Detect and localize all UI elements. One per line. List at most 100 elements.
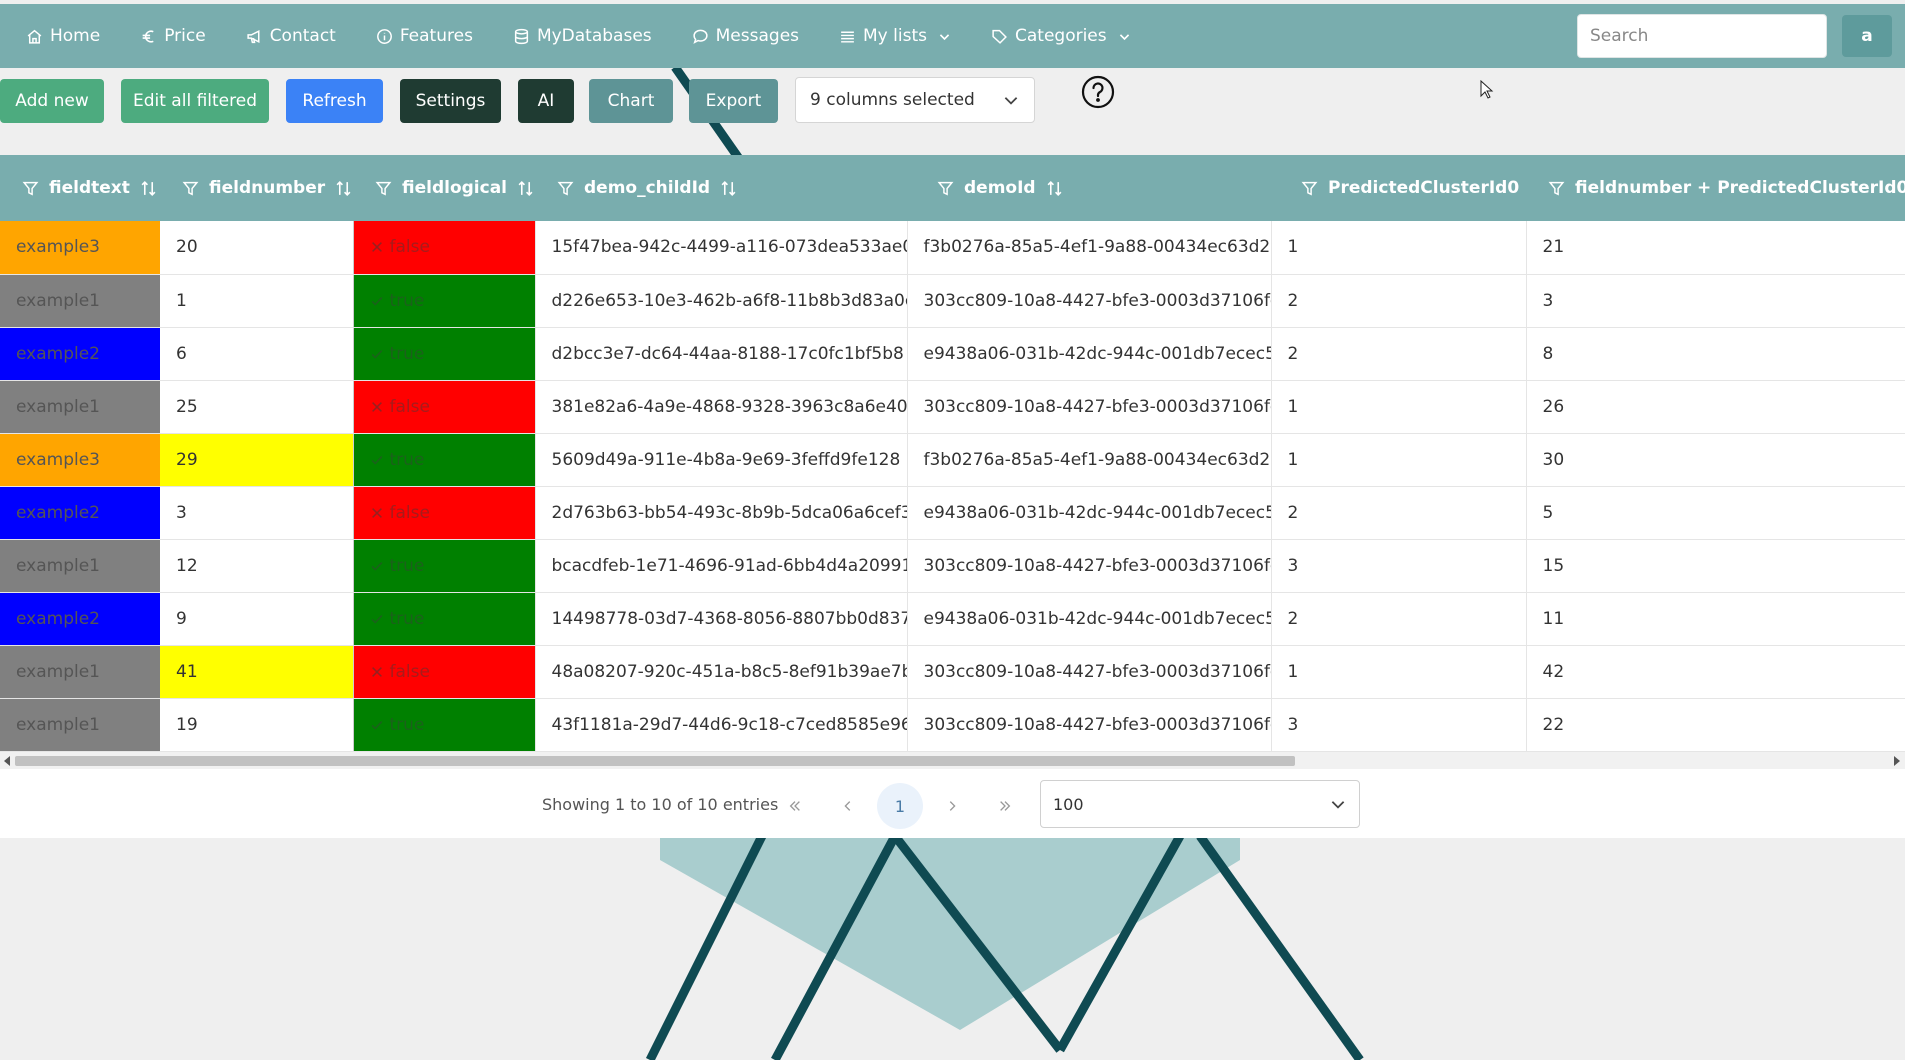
table-row[interactable]: example1 25 false 381e82a6-4a9e-4868-9328-3… <box>0 380 1905 434</box>
cell-fieldlogical[interactable]: true <box>352 539 535 593</box>
cell-demoid[interactable]: 303cc809-10a8-4427-bfe3-0003d37106fd <box>906 698 1271 752</box>
cell-calculated-sum[interactable]: 11 <box>1525 592 1905 646</box>
filter-icon[interactable] <box>375 180 392 197</box>
column-header-demo-childid[interactable]: demo_childId <box>535 155 907 221</box>
cell-fieldtext[interactable]: example3 <box>0 433 160 487</box>
table-row[interactable]: example1 19 true 43f1181a-29d7-44d6-9c18-c7… <box>0 698 1905 752</box>
cell-calculated-sum[interactable]: 5 <box>1525 486 1905 540</box>
cell-fieldlogical[interactable]: false <box>352 380 535 434</box>
nav-features[interactable]: Features <box>356 4 493 68</box>
cell-fieldtext[interactable]: example1 <box>0 645 160 699</box>
cell-demo-childid[interactable]: 2d763b63-bb54-493c-8b9b-5dca06a6cef3 <box>534 486 907 540</box>
cell-predictedclusterid0[interactable]: 3 <box>1270 539 1526 593</box>
table-row[interactable]: example2 6 true d2bcc3e7-dc64-44aa-8188-17c… <box>0 327 1905 381</box>
cell-demoid[interactable]: e9438a06-031b-42dc-944c-001db7ecec51 <box>906 327 1271 381</box>
column-header-predictedclusterid0[interactable]: PredictedClusterId0 <box>1271 155 1526 221</box>
filter-icon[interactable] <box>937 180 954 197</box>
column-header-demoid[interactable]: demoId <box>907 155 1271 221</box>
cell-predictedclusterid0[interactable]: 2 <box>1270 592 1526 646</box>
nav-home[interactable]: Home <box>0 4 120 68</box>
sort-icon[interactable] <box>517 180 534 197</box>
cell-predictedclusterid0[interactable]: 1 <box>1270 645 1526 699</box>
nav-categories[interactable]: Categories <box>971 4 1151 68</box>
cell-fieldtext[interactable]: example1 <box>0 539 160 593</box>
first-page-button[interactable] <box>772 783 818 829</box>
cell-demo-childid[interactable]: d2bcc3e7-dc64-44aa-8188-17c0fc1bf5b8 <box>534 327 907 381</box>
table-row[interactable]: example3 29 true 5609d49a-911e-4b8a-9e69-3f… <box>0 433 1905 487</box>
column-header-fieldnumber[interactable]: fieldnumber <box>160 155 353 221</box>
cell-fieldnumber[interactable]: 29 <box>160 433 353 487</box>
cell-calculated-sum[interactable]: 42 <box>1525 645 1905 699</box>
cell-calculated-sum[interactable]: 15 <box>1525 539 1905 593</box>
cell-calculated-sum[interactable]: 26 <box>1525 380 1905 434</box>
cell-fieldlogical[interactable]: true <box>352 592 535 646</box>
cell-fieldtext[interactable]: example2 <box>0 592 160 646</box>
cell-demo-childid[interactable]: 43f1181a-29d7-44d6-9c18-c7ced8585e96 <box>534 698 907 752</box>
user-avatar-button[interactable]: a <box>1842 15 1892 57</box>
cell-predictedclusterid0[interactable]: 1 <box>1270 433 1526 487</box>
table-row[interactable]: example2 9 true 14498778-03d7-4368-8056-880… <box>0 592 1905 646</box>
cell-demo-childid[interactable]: 14498778-03d7-4368-8056-8807bb0d837e <box>534 592 907 646</box>
cell-predictedclusterid0[interactable]: 1 <box>1270 221 1526 275</box>
column-header-fieldtext[interactable]: fieldtext <box>0 155 160 221</box>
cell-predictedclusterid0[interactable]: 1 <box>1270 380 1526 434</box>
nav-price[interactable]: Price <box>120 4 225 68</box>
cell-demoid[interactable]: 303cc809-10a8-4427-bfe3-0003d37106fd <box>906 380 1271 434</box>
help-icon[interactable] <box>1081 75 1115 109</box>
scroll-left-arrow-icon[interactable] <box>4 756 10 766</box>
cell-fieldlogical[interactable]: true <box>352 274 535 328</box>
next-page-button[interactable] <box>929 783 975 829</box>
cell-calculated-sum[interactable]: 8 <box>1525 327 1905 381</box>
nav-mylists[interactable]: My lists <box>819 4 971 68</box>
cell-predictedclusterid0[interactable]: 3 <box>1270 698 1526 752</box>
cell-fieldlogical[interactable]: true <box>352 698 535 752</box>
cell-fieldnumber[interactable]: 25 <box>160 380 353 434</box>
edit-all-filtered-button[interactable]: Edit all filtered <box>121 79 269 123</box>
cell-demo-childid[interactable]: 381e82a6-4a9e-4868-9328-3963c8a6e40d <box>534 380 907 434</box>
cell-fieldtext[interactable]: example3 <box>0 221 160 275</box>
add-new-button[interactable]: Add new <box>0 79 104 123</box>
scroll-right-arrow-icon[interactable] <box>1894 756 1900 766</box>
sort-icon[interactable] <box>720 180 737 197</box>
filter-icon[interactable] <box>557 180 574 197</box>
filter-icon[interactable] <box>1548 180 1565 197</box>
cell-fieldtext[interactable]: example1 <box>0 274 160 328</box>
cell-fieldlogical[interactable]: true <box>352 327 535 381</box>
column-header-calculated-sum[interactable]: fieldnumber + PredictedClusterId0 (calcu <box>1526 155 1905 221</box>
cell-fieldnumber[interactable]: 19 <box>160 698 353 752</box>
last-page-button[interactable] <box>982 783 1028 829</box>
ai-button[interactable]: AI <box>518 79 574 123</box>
filter-icon[interactable] <box>182 180 199 197</box>
settings-button[interactable]: Settings <box>400 79 501 123</box>
cell-demoid[interactable]: e9438a06-031b-42dc-944c-001db7ecec51 <box>906 592 1271 646</box>
cell-demoid[interactable]: 303cc809-10a8-4427-bfe3-0003d37106fd <box>906 645 1271 699</box>
cell-fieldnumber[interactable]: 3 <box>160 486 353 540</box>
column-header-fieldlogical[interactable]: fieldlogical <box>353 155 535 221</box>
page-size-select[interactable]: 100 <box>1040 780 1360 828</box>
sort-icon[interactable] <box>140 180 157 197</box>
cell-fieldtext[interactable]: example1 <box>0 698 160 752</box>
cell-calculated-sum[interactable]: 21 <box>1525 221 1905 275</box>
page-button-current[interactable]: 1 <box>877 783 923 829</box>
cell-demo-childid[interactable]: bcacdfeb-1e71-4696-91ad-6bb4d4a20991 <box>534 539 907 593</box>
cell-predictedclusterid0[interactable]: 2 <box>1270 486 1526 540</box>
chart-button[interactable]: Chart <box>589 79 673 123</box>
cell-calculated-sum[interactable]: 30 <box>1525 433 1905 487</box>
filter-icon[interactable] <box>22 180 39 197</box>
previous-page-button[interactable] <box>825 783 871 829</box>
cell-demo-childid[interactable]: d226e653-10e3-462b-a6f8-11b8b3d83a0c <box>534 274 907 328</box>
cell-demoid[interactable]: 303cc809-10a8-4427-bfe3-0003d37106fd <box>906 539 1271 593</box>
cell-demo-childid[interactable]: 5609d49a-911e-4b8a-9e69-3feffd9fe128 <box>534 433 907 487</box>
cell-fieldnumber[interactable]: 6 <box>160 327 353 381</box>
sort-icon[interactable] <box>1046 180 1063 197</box>
cell-demoid[interactable]: f3b0276a-85a5-4ef1-9a88-00434ec63d2e <box>906 433 1271 487</box>
nav-contact[interactable]: Contact <box>226 4 356 68</box>
cell-fieldlogical[interactable]: false <box>352 486 535 540</box>
cell-fieldlogical[interactable]: false <box>352 645 535 699</box>
cell-demoid[interactable]: f3b0276a-85a5-4ef1-9a88-00434ec63d2e <box>906 221 1271 275</box>
refresh-button[interactable]: Refresh <box>286 79 383 123</box>
nav-messages[interactable]: Messages <box>672 4 819 68</box>
cell-demo-childid[interactable]: 48a08207-920c-451a-b8c5-8ef91b39ae7b <box>534 645 907 699</box>
table-row[interactable]: example1 41 false 48a08207-920c-451a-b8c5-8… <box>0 645 1905 699</box>
table-row[interactable]: example1 1 true d226e653-10e3-462b-a6f8-11b… <box>0 274 1905 328</box>
